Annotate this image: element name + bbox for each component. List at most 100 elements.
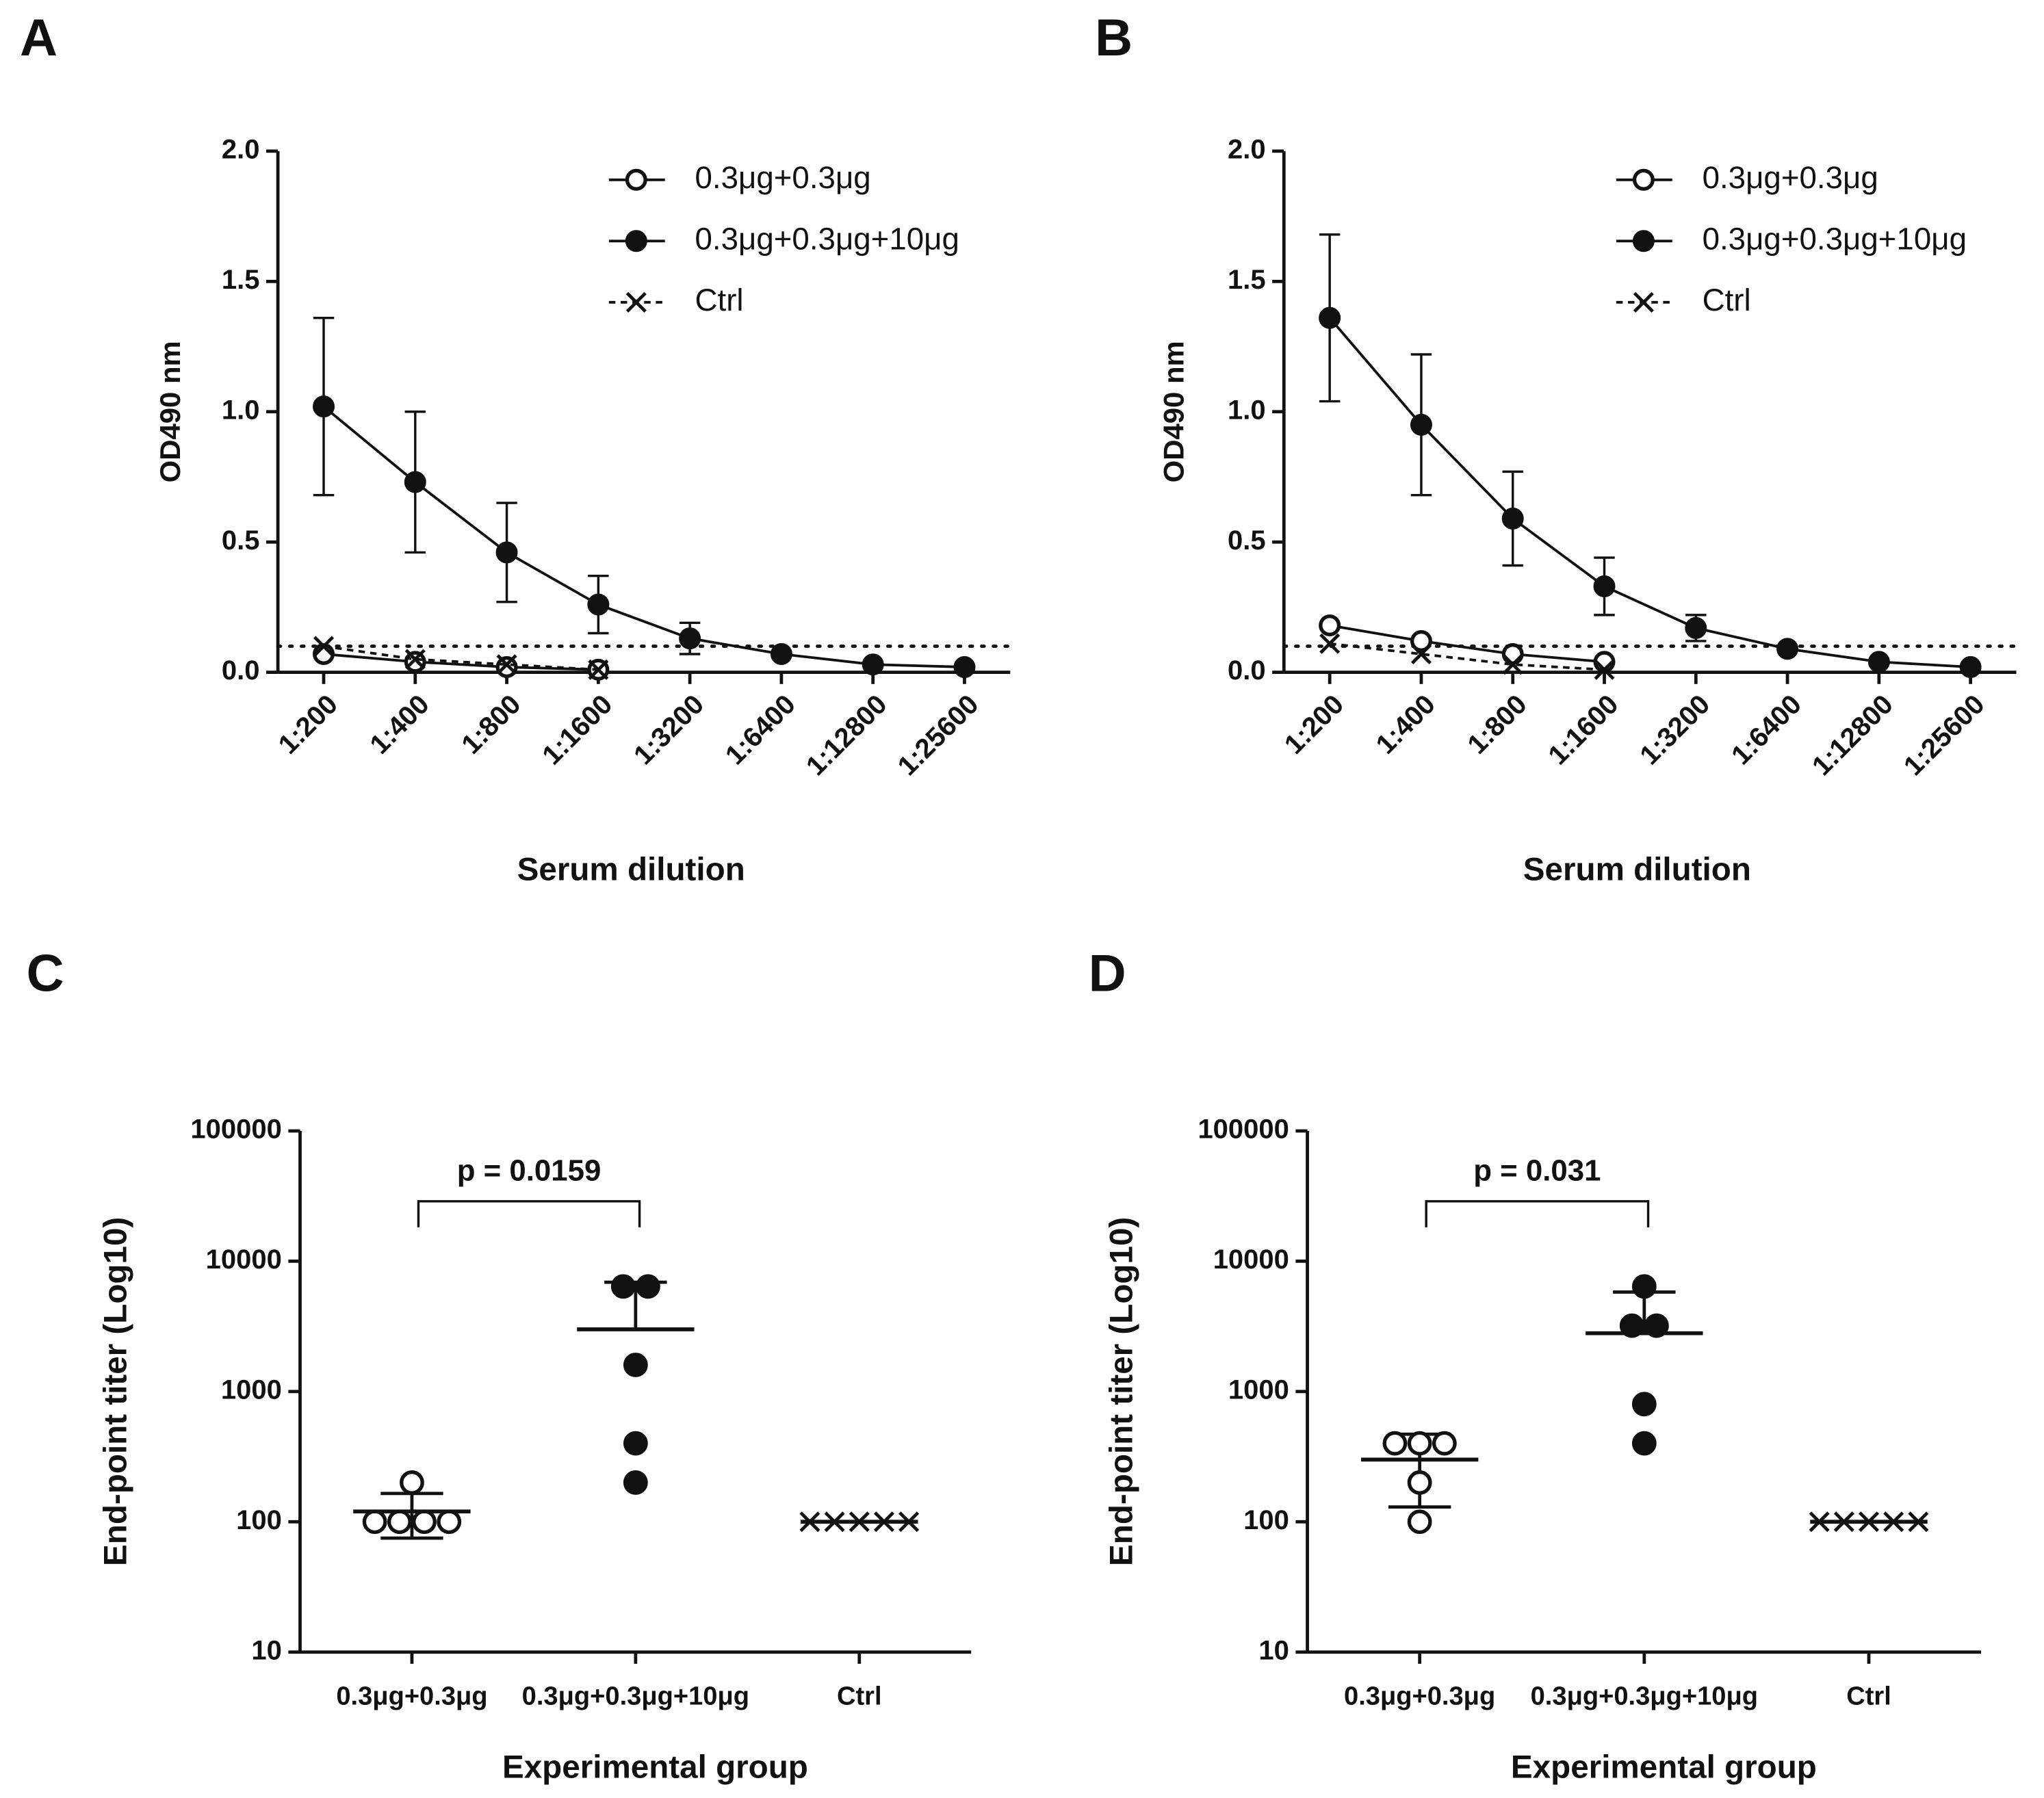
panel: D 10 100 1000 10000 100000 End-point titer (Lo…: [1089, 944, 1982, 1786]
marker-x: [404, 649, 426, 670]
filled-marker: [1410, 413, 1432, 436]
filled-marker: [862, 653, 884, 676]
filled-marker: [1319, 307, 1341, 329]
x-tick-label: 1:6400: [1726, 689, 1807, 770]
filled-marker: [770, 642, 792, 665]
x-tick-label: 1:1600: [1542, 689, 1624, 770]
x-tick-label: 1:800: [456, 689, 526, 759]
x-tick-label: 0.3μg+0.3μg+10μg: [522, 1682, 749, 1710]
filled-marker: [1631, 1392, 1657, 1417]
panel-letter: C: [27, 944, 64, 1002]
filled-marker: [636, 1274, 660, 1299]
x-stroke: [1633, 291, 1654, 313]
y-axis-label: End-point titer (Log10): [97, 1217, 133, 1566]
filled-marker: [1593, 575, 1616, 597]
x-tick-label: 1:800: [1462, 689, 1532, 759]
x-tick-label: 1:400: [1371, 689, 1441, 759]
significance-bracket: [1425, 1200, 1650, 1227]
open-marker: [1632, 168, 1655, 191]
open-marker: [412, 1509, 437, 1535]
series-line: [323, 653, 599, 671]
open-marker: [1407, 1431, 1432, 1456]
x-stroke: [1410, 643, 1432, 664]
y-tick-label: 10000: [206, 1245, 282, 1275]
filled-marker: [1959, 656, 1982, 679]
filled-marker: [1619, 1313, 1644, 1338]
filled-marker: [1632, 230, 1655, 252]
y-tick-label: 0.5: [1228, 525, 1266, 556]
open-marker: [437, 1509, 462, 1535]
x-tick-label: 0.3μg+0.3μg: [1344, 1682, 1495, 1710]
filled-marker: [625, 230, 647, 252]
filled-marker: [610, 1274, 636, 1299]
x-tick-label: 0.3μg+0.3μg: [336, 1682, 487, 1710]
x-stroke: [625, 291, 647, 313]
open-marker: [1432, 1431, 1457, 1456]
x-stroke: [313, 636, 335, 657]
y-tick-label: 1.5: [222, 265, 260, 295]
filled-marker: [1501, 507, 1524, 530]
y-tick-label: 1.0: [222, 395, 260, 425]
y-tick-label: 10000: [1213, 1245, 1289, 1275]
series-line: [1328, 317, 1971, 668]
y-tick-label: 2.0: [222, 134, 260, 164]
open-marker: [404, 651, 426, 673]
p-value: p = 0.0159: [457, 1154, 601, 1187]
series-line: [322, 405, 965, 668]
x-tick-label: Ctrl: [1846, 1682, 1891, 1710]
x-tick-label: 1:6400: [720, 689, 801, 770]
y-tick-label: 0.0: [222, 655, 260, 686]
y-tick-label: 100: [236, 1505, 282, 1535]
y-axis-label: OD490 nm: [154, 341, 186, 482]
filled-marker: [587, 593, 610, 616]
legend-label: Ctrl: [695, 283, 744, 317]
marker-x: [1633, 291, 1654, 313]
x-stroke: [588, 659, 609, 680]
marker-x: [1502, 654, 1523, 675]
x-tick-label: 1:12800: [1807, 689, 1899, 781]
x-tick-label: 1:200: [1279, 689, 1349, 759]
filled-marker: [495, 541, 518, 564]
open-marker: [1407, 1509, 1432, 1535]
y-tick-label: 100: [1243, 1505, 1289, 1535]
filled-marker: [623, 1470, 648, 1495]
x-tick-label: Ctrl: [837, 1682, 882, 1710]
filled-marker: [679, 627, 701, 650]
filled-marker: [1631, 1431, 1657, 1456]
x-tick-label: 1:200: [273, 689, 344, 759]
x-tick-label: 0.3μg+0.3μg+10μg: [1531, 1682, 1758, 1710]
panel-letter: B: [1095, 9, 1133, 67]
filled-marker: [313, 395, 335, 418]
x-tick-label: 1:1600: [536, 689, 618, 770]
x-stroke: [1594, 659, 1615, 680]
y-tick-label: 1.0: [1228, 395, 1266, 425]
y-tick-label: 1000: [221, 1374, 282, 1405]
y-tick-label: 10: [251, 1635, 281, 1665]
x-stroke: [404, 649, 426, 670]
x-tick-label: 1:3200: [628, 689, 710, 770]
y-tick-label: 0.0: [1228, 655, 1266, 686]
x-axis-label: Serum dilution: [517, 852, 745, 888]
panel: C 10 100 1000 10000 100000 End-point titer (Lo…: [27, 944, 972, 1786]
filled-marker: [623, 1353, 648, 1377]
legend-label: Ctrl: [1703, 283, 1751, 317]
x-axis-label: Experimental group: [502, 1749, 808, 1786]
filled-marker: [1631, 1274, 1657, 1299]
open-marker: [1382, 1431, 1408, 1456]
marker-x: [496, 654, 517, 675]
legend-label: 0.3μg+0.3μg: [695, 160, 871, 195]
marker-x: [1410, 643, 1432, 664]
marker-x: [588, 659, 609, 680]
open-marker: [400, 1470, 424, 1495]
y-tick-label: 100000: [190, 1115, 281, 1145]
marker-x: [313, 636, 335, 657]
marker-x: [1594, 659, 1615, 680]
panel: A 0.0 0.5 1.0 1.5 2.0 OD490 nm Serum dilution 1:…: [20, 9, 1012, 888]
series-line: [1329, 624, 1605, 664]
x-axis-label: Serum dilution: [1523, 852, 1751, 888]
y-tick-label: 100000: [1198, 1115, 1289, 1145]
open-marker: [1501, 642, 1524, 665]
y-axis-label: End-point titer (Log10): [1104, 1217, 1140, 1566]
